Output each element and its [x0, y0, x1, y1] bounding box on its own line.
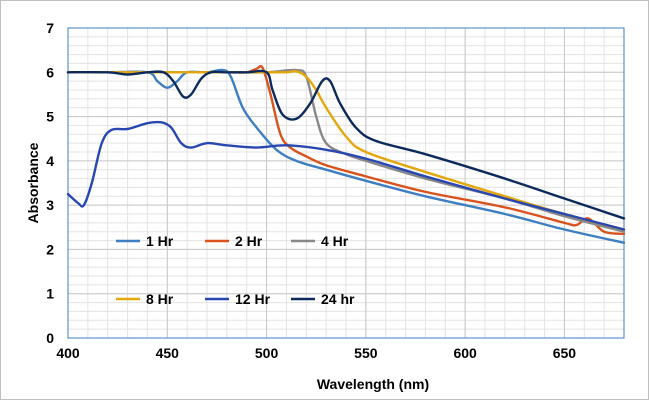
- legend-label-24-hr: 24 hr: [321, 291, 355, 307]
- y-tick-label: 7: [46, 20, 54, 36]
- x-axis-label: Wavelength (nm): [317, 376, 429, 392]
- series-line-1-hr: [66, 68, 626, 244]
- legend-label-1-hr: 1 Hr: [146, 233, 174, 249]
- x-tick-label: 650: [553, 345, 577, 361]
- x-tick-label: 500: [255, 345, 279, 361]
- y-tick-label: 5: [46, 109, 54, 125]
- legend-item-2-hr: 2 Hr: [205, 233, 263, 249]
- legend-item-8-hr: 8 Hr: [116, 291, 174, 307]
- x-axis-ticks: 400 450 500 550 600 650: [56, 345, 576, 361]
- y-tick-label: 6: [46, 64, 54, 80]
- series-lines: [66, 64, 626, 244]
- y-axis-ticks: 0 1 2 3 4 5 6 7: [46, 20, 54, 346]
- x-tick-label: 450: [156, 345, 180, 361]
- plot-area-border: [67, 27, 625, 339]
- series-line-24-hr: [66, 69, 626, 220]
- x-tick-label: 400: [56, 345, 80, 361]
- legend-item-1-hr: 1 Hr: [116, 233, 174, 249]
- y-tick-label: 0: [46, 330, 54, 346]
- y-axis-label: Absorbance: [25, 142, 41, 223]
- y-tick-label: 2: [46, 241, 54, 257]
- legend-label-12-hr: 12 Hr: [235, 291, 271, 307]
- legend: 1 Hr 2 Hr 4 Hr 8 Hr 12 Hr 24 hr: [116, 233, 355, 307]
- y-tick-label: 3: [46, 197, 54, 213]
- legend-label-2-hr: 2 Hr: [235, 233, 263, 249]
- series-line-12-hr: [66, 120, 626, 231]
- legend-item-24-hr: 24 hr: [291, 291, 355, 307]
- y-tick-label: 4: [46, 153, 54, 169]
- legend-item-12-hr: 12 Hr: [205, 291, 271, 307]
- legend-label-8-hr: 8 Hr: [146, 291, 174, 307]
- x-tick-label: 600: [453, 345, 477, 361]
- legend-label-4-hr: 4 Hr: [321, 233, 349, 249]
- legend-item-4-hr: 4 Hr: [291, 233, 349, 249]
- y-tick-label: 1: [46, 286, 54, 302]
- x-tick-label: 550: [354, 345, 378, 361]
